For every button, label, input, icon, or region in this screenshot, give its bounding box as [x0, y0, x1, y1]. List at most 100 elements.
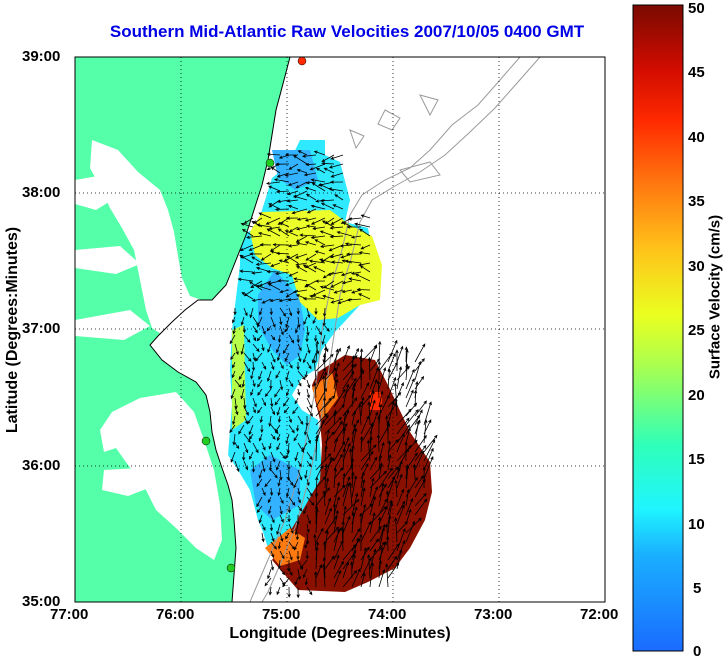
velocity-vector [369, 541, 386, 561]
velocity-vector [297, 370, 306, 381]
bay-inlet-upper [75, 176, 112, 210]
velocity-vector [279, 577, 286, 586]
velocity-vector [394, 517, 398, 543]
velocity-vector [242, 451, 246, 461]
velocity-vector [315, 279, 326, 283]
velocity-vector [360, 479, 366, 498]
velocity-vector [269, 379, 273, 390]
velocity-vector [324, 445, 328, 462]
velocity-vector [387, 376, 397, 399]
velocity-vector [342, 222, 353, 228]
velocity-vector [270, 424, 279, 435]
velocity-vector [270, 352, 276, 363]
velocity-vector [297, 379, 302, 387]
velocity-vector [322, 563, 326, 588]
velocity-vector [243, 334, 251, 343]
velocity-vector [264, 388, 272, 398]
velocity-vector [351, 568, 361, 588]
velocity-vector [243, 442, 249, 454]
velocity-vector [305, 224, 317, 228]
velocity-vector [396, 408, 412, 426]
velocity-vector [330, 298, 344, 304]
velocity-vector [230, 451, 236, 463]
velocity-vector [342, 377, 357, 399]
velocity-vector [322, 540, 327, 561]
velocity-vector [350, 271, 362, 275]
velocity-vector [342, 476, 351, 498]
grid [75, 57, 605, 602]
velocity-vector [288, 496, 296, 506]
velocity-vector [324, 346, 328, 363]
velocity-vector [333, 569, 342, 588]
velocity-vector [377, 415, 381, 435]
velocity-vector [267, 505, 272, 515]
velocity-vector [277, 559, 282, 570]
velocity-vector [369, 470, 387, 489]
velocity-vector [322, 490, 326, 507]
colorbar-tick-label: 50 [688, 0, 705, 17]
velocity-vector [369, 421, 374, 444]
velocity-vector [315, 325, 323, 336]
velocity-vector [270, 166, 281, 174]
velocity-vector [387, 361, 398, 381]
velocity-vector [360, 450, 374, 471]
velocity-vector [396, 488, 405, 507]
velocity-vector [369, 512, 376, 534]
velocity-vector [314, 437, 319, 462]
velocity-vector [301, 154, 317, 158]
velocity-vector [284, 280, 299, 287]
velocity-vector [283, 253, 299, 262]
velocity-vector [302, 264, 317, 273]
velocity-vector [276, 343, 281, 354]
velocity-vector [261, 451, 267, 461]
colorbar-tick-label: 40 [688, 129, 705, 146]
velocity-vector [314, 250, 326, 255]
velocity-vector [286, 190, 299, 196]
velocity-vector [344, 259, 362, 264]
velocity-vector [333, 348, 339, 372]
velocity-vector [261, 523, 266, 531]
velocity-vector [279, 316, 283, 326]
velocity-vector [342, 515, 351, 534]
velocity-vector [319, 199, 335, 203]
velocity-vector [348, 481, 353, 507]
velocity-vector [386, 420, 390, 444]
velocity-vector [378, 498, 388, 516]
velocity-vector [302, 568, 308, 579]
velocity-vector [305, 193, 317, 201]
velocity-vector [369, 344, 378, 363]
velocity-vector [342, 472, 346, 489]
velocity-vector [350, 362, 355, 381]
velocity-vector [287, 204, 299, 210]
y-tick-label: 37:00 [22, 320, 61, 337]
velocity-vector [345, 252, 362, 256]
velocity-vector [306, 496, 315, 506]
velocity-vector [329, 235, 344, 239]
velocity-vector [367, 356, 372, 381]
velocity-vector [258, 469, 263, 479]
velocity-vector [324, 526, 340, 543]
velocity-vector [275, 460, 281, 471]
velocity-vector [327, 271, 344, 276]
velocity-vector [251, 220, 263, 228]
velocity-vector [275, 370, 281, 379]
velocity-vector [296, 217, 308, 221]
velocity-vector [276, 199, 290, 204]
velocity-vector [270, 559, 275, 571]
velocity-vector [268, 586, 272, 596]
velocity-vector [319, 285, 335, 291]
velocity-vector [232, 325, 236, 335]
velocity-vector [285, 370, 290, 382]
velocity-vector [318, 258, 335, 264]
velocity-vector [255, 262, 272, 266]
velocity-vector [267, 496, 272, 504]
velocity-vector [324, 367, 337, 381]
velocity-vector [267, 370, 272, 382]
velocity-vector [270, 541, 277, 550]
velocity-vector [324, 497, 332, 516]
velocity-vector [319, 230, 335, 237]
velocity-vector [232, 415, 236, 426]
velocity-vector [230, 388, 236, 400]
velocity-vector [306, 208, 317, 214]
velocity-vector [238, 424, 245, 435]
